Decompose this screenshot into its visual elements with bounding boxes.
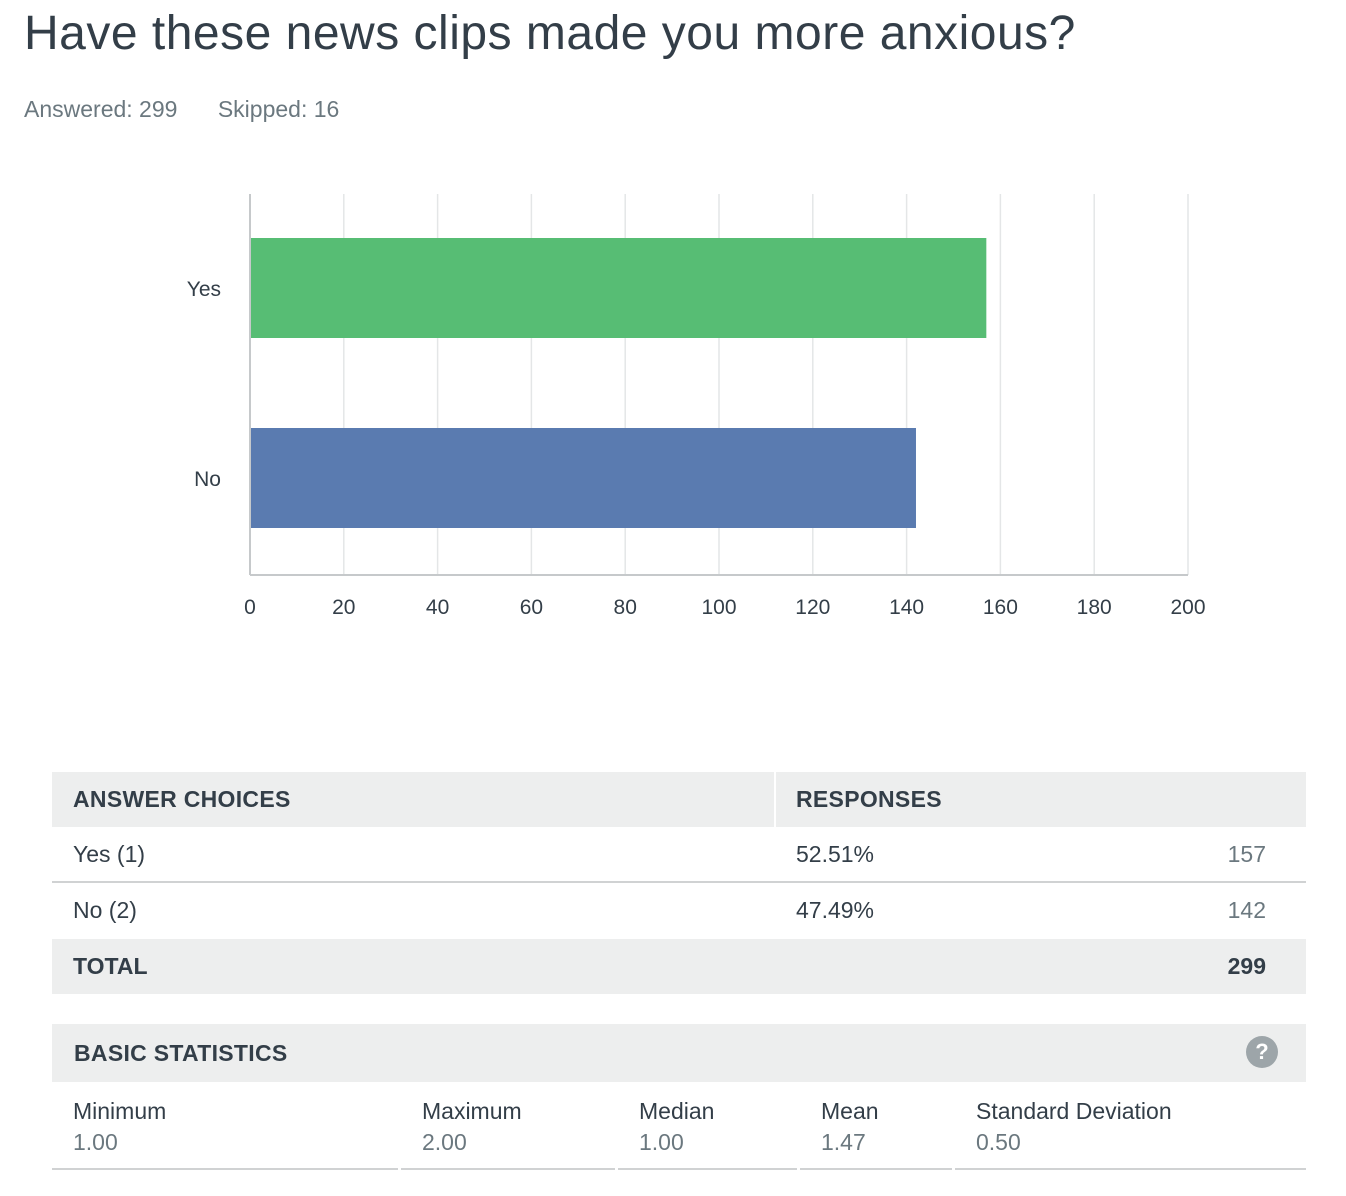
stat-standard-deviation: Standard Deviation 0.50 [955, 1098, 1306, 1170]
total-row: TOTAL 299 [52, 939, 1306, 994]
skipped-count: Skipped: 16 [217, 96, 340, 122]
table-row: No (2) 47.49% 142 [52, 883, 1306, 939]
total-value: 299 [1227, 953, 1266, 979]
responses-header: RESPONSES [796, 786, 942, 812]
response-count: 142 [1227, 897, 1266, 923]
stat-minimum: Minimum 1.00 [52, 1098, 398, 1170]
x-tick-label: 60 [520, 596, 543, 619]
answered-count: Answered: 299 [24, 96, 178, 122]
answer-choice: Yes (1) [73, 841, 146, 867]
stat-name: Median [639, 1098, 715, 1124]
stat-name: Standard Deviation [976, 1098, 1172, 1124]
table-header: ANSWER CHOICES RESPONSES [52, 772, 1306, 827]
x-tick-label: 180 [1077, 596, 1112, 619]
category-label: Yes [187, 278, 221, 301]
bar-no [250, 428, 916, 528]
question-mark-icon[interactable]: ? [1246, 1036, 1278, 1068]
x-tick-label: 200 [1170, 596, 1205, 619]
stat-name: Maximum [422, 1098, 522, 1124]
stat-value: 0.50 [976, 1129, 1021, 1155]
response-percent: 47.49% [796, 897, 875, 923]
header-divider [774, 772, 776, 827]
stat-value: 1.00 [73, 1129, 118, 1155]
x-tick-label: 40 [426, 596, 449, 619]
basic-statistics-header: BASIC STATISTICS ? [52, 1024, 1306, 1082]
stat-name: Minimum [73, 1098, 167, 1124]
response-summary: Answered: 299 Skipped: 16 [24, 96, 373, 123]
bar-chart: Yes No 0 20 40 60 80 100 120 140 160 180 200 [187, 194, 1206, 619]
category-label: No [194, 468, 221, 491]
stat-maximum: Maximum 2.00 [401, 1098, 615, 1170]
answer-choices-header: ANSWER CHOICES [73, 786, 291, 812]
question-title: Have these news clips made you more anxi… [24, 7, 1076, 60]
total-label: TOTAL [73, 953, 148, 979]
stat-value: 2.00 [422, 1129, 467, 1155]
response-percent: 52.51% [796, 841, 875, 867]
stat-value: 1.47 [821, 1129, 866, 1155]
x-tick-label: 80 [614, 596, 637, 619]
stat-name: Mean [821, 1098, 879, 1124]
bar-yes [250, 238, 987, 338]
x-tick-label: 160 [983, 596, 1018, 619]
x-tick-label: 140 [889, 596, 924, 619]
stat-median: Median 1.00 [618, 1098, 797, 1170]
table-row: Yes (1) 52.51% 157 [52, 827, 1306, 883]
response-count: 157 [1227, 841, 1266, 867]
x-tick-label: 100 [701, 596, 736, 619]
stat-value: 1.00 [639, 1129, 684, 1155]
x-tick-label: 0 [244, 596, 256, 619]
basic-statistics-label: BASIC STATISTICS [74, 1040, 288, 1066]
answer-table: ANSWER CHOICES RESPONSES Yes (1) 52.51% … [52, 772, 1306, 994]
x-tick-label: 120 [795, 596, 830, 619]
stat-mean: Mean 1.47 [800, 1098, 952, 1170]
x-tick-label: 20 [332, 596, 355, 619]
answer-choice: No (2) [73, 897, 137, 923]
